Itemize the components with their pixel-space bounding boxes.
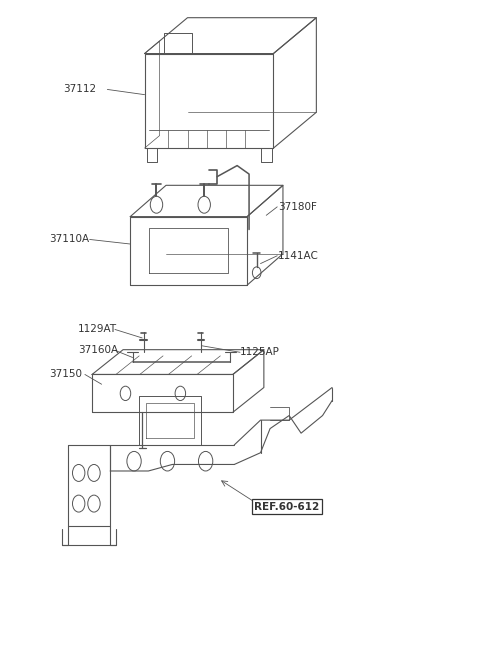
Text: 37110A: 37110A [49,234,89,244]
Text: 37112: 37112 [63,84,96,94]
Text: 37180F: 37180F [278,202,317,212]
Text: 1129AT: 1129AT [78,324,117,335]
Text: 1125AP: 1125AP [240,347,280,357]
Text: REF.60-612: REF.60-612 [254,502,320,512]
Text: 37160A: 37160A [78,345,118,355]
Text: 1141AC: 1141AC [278,251,319,261]
Text: 37150: 37150 [49,369,82,379]
